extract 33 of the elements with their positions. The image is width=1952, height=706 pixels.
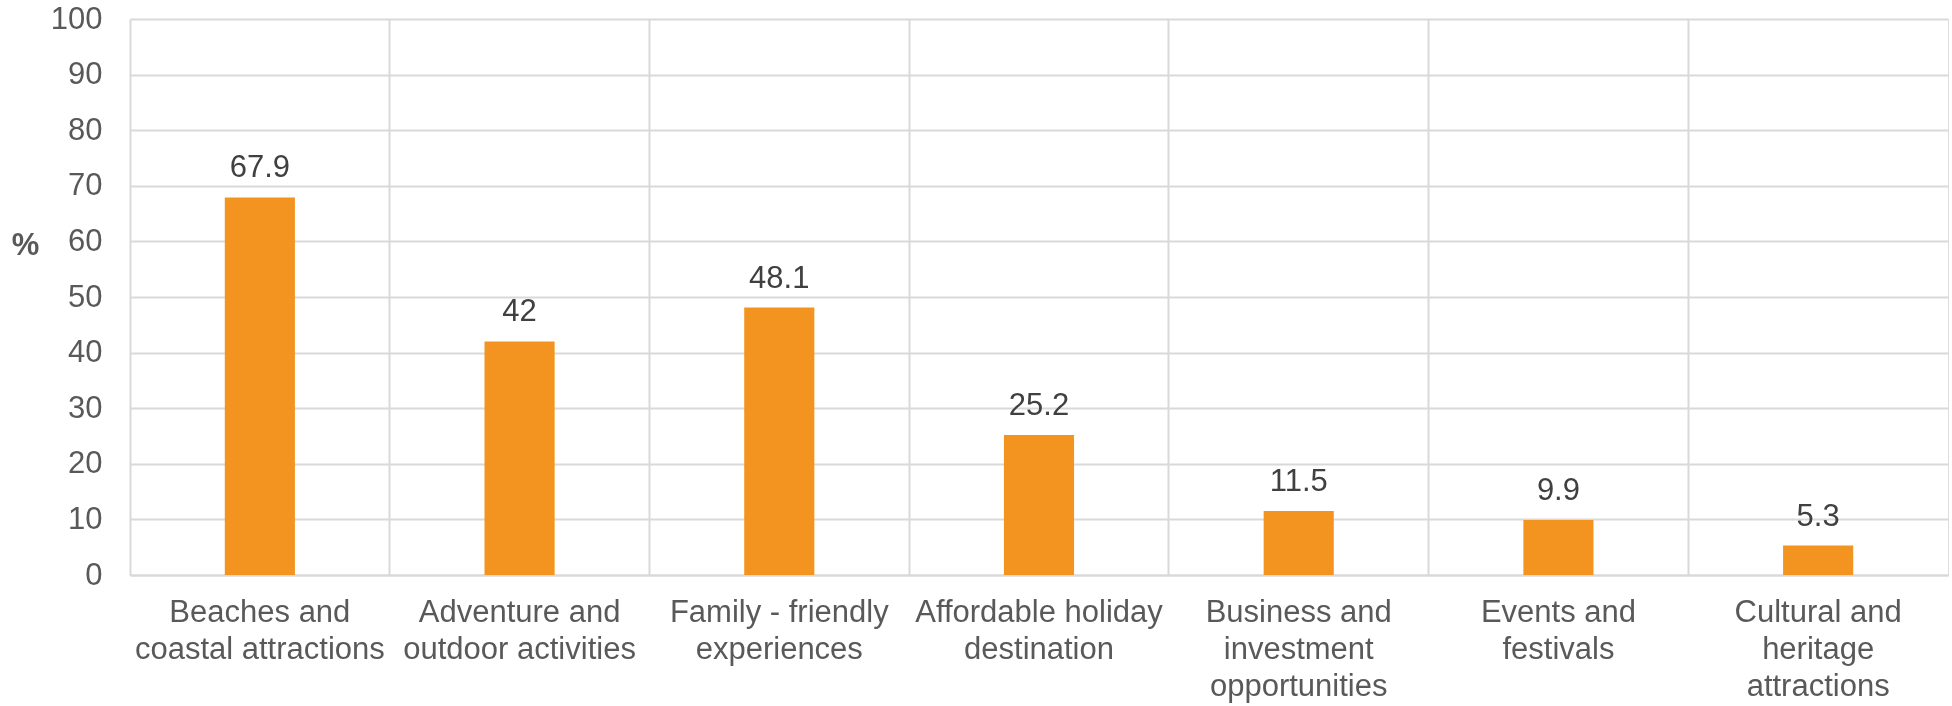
data-label: 67.9 [229,149,291,185]
bar [484,341,555,575]
data-label: 48.1 [749,259,810,295]
bar [1003,434,1075,575]
data-label: 25.2 [1008,386,1070,422]
bar [1783,545,1854,575]
data-label: 9.9 [1536,471,1580,507]
y-axis-title: % [11,226,40,262]
y-tick-label: 10 [68,500,103,536]
x-tick-label: Adventure and outdoor activities [403,593,636,666]
data-label: 42 [502,293,537,329]
x-tick-label: Affordable holiday destination [915,593,1164,666]
y-tick-label: 0 [85,556,103,592]
data-label: 11.5 [1269,463,1328,499]
x-tick-label: Beaches and coastal attractions [134,593,385,666]
data-label: 5.3 [1796,497,1840,533]
y-tick-label: 50 [68,278,103,314]
x-tick-label: Events and festivals [1480,593,1636,666]
y-tick-label: 30 [68,389,103,425]
x-tick-label: Business and investment opportunities [1205,593,1392,703]
y-tick-label: 40 [68,334,103,370]
bar [1523,519,1594,575]
x-tick-label: Cultural and heritage attractions [1734,593,1902,703]
y-tick-label: 80 [68,111,103,147]
y-tick-label: 100 [50,0,103,36]
y-tick-label: 90 [68,56,103,92]
y-tick-label: 20 [68,445,103,481]
x-tick-label: Family - friendly experiences [669,593,890,666]
bar [1263,511,1334,575]
bar [744,307,815,575]
bar [224,197,295,575]
y-tick-label: 70 [68,167,103,203]
y-tick-label: 60 [68,222,103,258]
